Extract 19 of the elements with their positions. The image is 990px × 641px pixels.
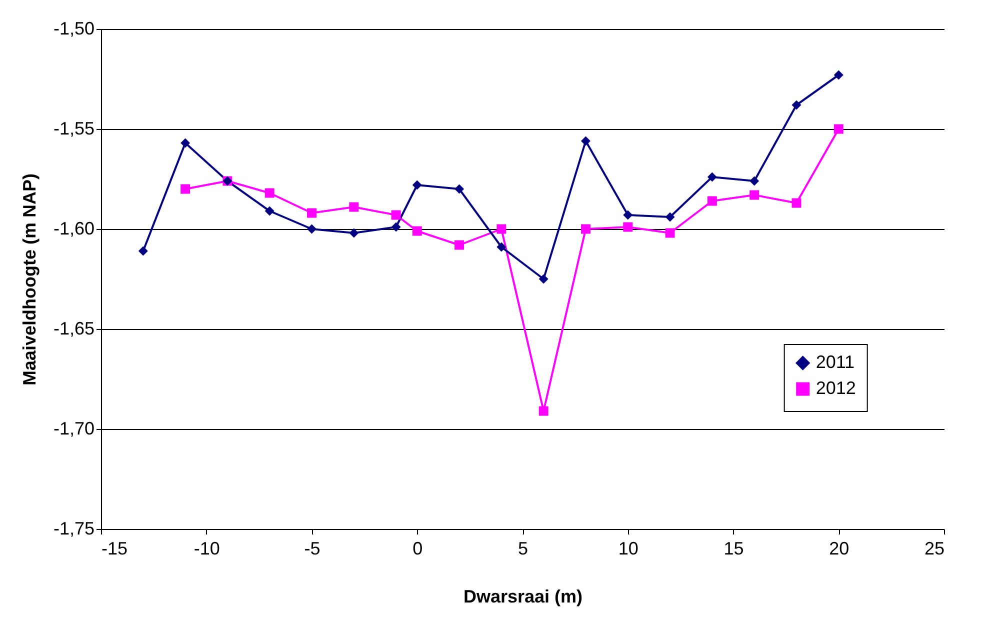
- x-tick-label: 20: [829, 538, 850, 558]
- y-tick-label: -1,55: [53, 118, 94, 138]
- legend-label: 2011: [816, 352, 855, 372]
- x-tick-label: 5: [518, 538, 528, 558]
- x-tick-label: -10: [194, 538, 220, 558]
- x-tick-label: -15: [102, 538, 128, 558]
- y-tick-label: -1,75: [53, 518, 94, 538]
- x-tick-label: 15: [724, 538, 744, 558]
- y-axis-title: Maaiveldhoogte (m NAP): [19, 173, 40, 386]
- x-tick-label: 25: [924, 538, 944, 558]
- legend-label: 2012: [816, 378, 856, 398]
- x-tick-label: -5: [304, 538, 320, 558]
- y-tick-label: -1,65: [53, 318, 94, 338]
- x-tick-label: 10: [618, 538, 638, 558]
- x-axis-title: Dwarsraai (m): [463, 586, 583, 606]
- x-tick-label: 0: [412, 538, 423, 558]
- y-tick-label: -1,70: [53, 418, 94, 438]
- y-tick-label: -1,60: [53, 218, 94, 238]
- y-tick-label: -1,50: [53, 18, 94, 38]
